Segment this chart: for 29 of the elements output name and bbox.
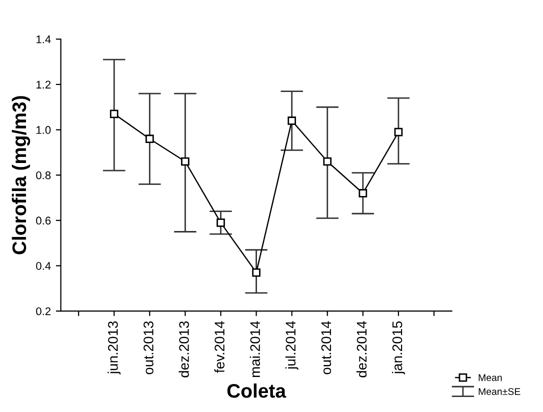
x-tick-label: mai.2014 <box>250 321 260 377</box>
point <box>358 189 368 198</box>
point <box>288 116 296 125</box>
y-tick-label: 1.2 <box>36 80 51 88</box>
y-tick-label: 0.4 <box>36 262 51 270</box>
point <box>181 157 190 166</box>
y-tick-label: 0.8 <box>36 171 51 180</box>
x-tick-label: jun.2013 <box>108 321 121 374</box>
x-tick-label: out.2014 <box>321 321 332 374</box>
x-axis-title: Coleta <box>227 383 286 398</box>
point <box>216 218 225 227</box>
point <box>146 134 154 144</box>
point <box>394 128 403 136</box>
x-tick-label: fev.2014 <box>214 321 224 373</box>
x-tick-label: dez.2014 <box>356 321 367 378</box>
y-tick-label: 1.0 <box>36 126 51 134</box>
point <box>323 157 332 166</box>
point <box>252 268 260 277</box>
y-tick-label: 0.6 <box>36 216 51 225</box>
point <box>110 110 118 118</box>
x-tick-label: out.2013 <box>144 321 154 374</box>
x-tick-label: dez.2013 <box>178 321 189 378</box>
legend-label: Mean <box>478 374 502 382</box>
y-axis-title: Clorofila (mg/m3) <box>12 96 30 254</box>
x-tick-label: jan.2015 <box>392 321 405 374</box>
x-tick-label: jul.2014 <box>285 321 298 370</box>
y-tick-label: 0.2 <box>36 307 51 316</box>
y-tick-label: 1.4 <box>36 36 51 44</box>
text: Mean±SE <box>478 388 520 395</box>
